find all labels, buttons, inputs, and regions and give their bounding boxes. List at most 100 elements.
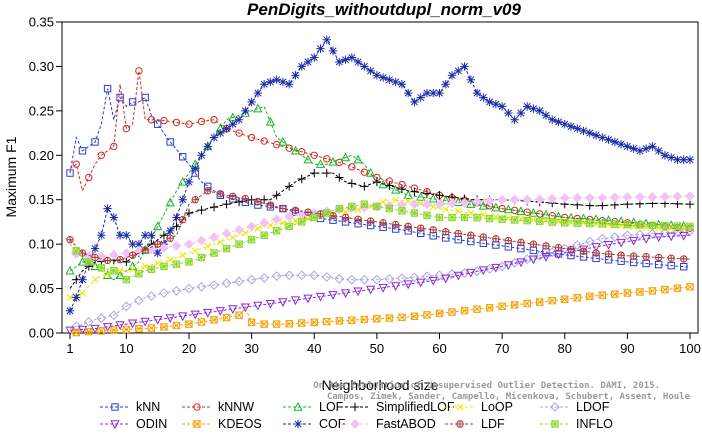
data-point-fastabod: [547, 193, 558, 204]
data-point-inflo: [485, 214, 494, 223]
data-point-ldf: [454, 229, 462, 238]
data-point-kdeos: [460, 306, 469, 315]
x-tick-label: 30: [244, 341, 258, 356]
data-point-ldf: [654, 253, 663, 262]
legend-label: LoOP: [481, 400, 513, 414]
data-point-kdeos: [147, 324, 156, 332]
data-point-lof: [365, 167, 376, 177]
data-point-kdeos: [160, 323, 168, 331]
data-point-fastabod: [284, 211, 295, 222]
data-point-ldf: [366, 217, 375, 225]
data-point-simplifiedlof: [234, 197, 244, 207]
data-point-fastabod: [146, 244, 157, 255]
data-point-ldof: [309, 270, 320, 281]
legend-swatch-marker: [456, 420, 464, 428]
legend-item-kdeos: KDEOS: [182, 417, 262, 431]
data-point-ldof: [209, 280, 219, 290]
legend-swatch-marker: [293, 401, 303, 411]
data-point-cof: [648, 142, 657, 151]
legend-item-cof: COF: [283, 417, 346, 431]
data-point-kdeos: [485, 304, 494, 312]
data-point-ldof: [196, 281, 207, 292]
data-point-ldof: [221, 278, 232, 289]
data-point-knnw: [185, 120, 193, 128]
data-point-ldf: [391, 220, 400, 229]
data-point-simplifiedlof: [410, 187, 419, 196]
data-point-odin: [578, 245, 589, 255]
legend-swatch-marker: [550, 402, 560, 412]
data-point-ldof: [434, 270, 445, 281]
data-point-ldf: [492, 235, 500, 243]
data-point-lof: [416, 191, 426, 201]
legend-item-lof: LOF: [283, 400, 344, 414]
data-point-odin: [127, 319, 138, 329]
data-point-ldof: [284, 270, 295, 281]
data-point-cof: [403, 88, 413, 98]
data-point-knn: [680, 263, 688, 271]
data-point-knnw: [135, 67, 143, 75]
data-point-cof: [191, 164, 200, 173]
data-point-odin: [65, 326, 75, 336]
data-point-inflo: [435, 213, 444, 222]
data-point-odin: [228, 305, 238, 315]
series-ldof: [69, 225, 695, 332]
data-point-simplifiedlof: [122, 257, 131, 267]
data-point-odin: [265, 299, 276, 309]
data-point-fastabod: [121, 248, 132, 258]
data-point-fastabod: [534, 194, 545, 205]
data-point-kdeos: [686, 283, 694, 291]
data-point-kdeos: [636, 288, 644, 296]
data-point-kdeos: [623, 289, 632, 297]
data-point-inflo: [197, 253, 206, 262]
data-point-cof: [103, 204, 112, 213]
legend-swatch-marker: [193, 403, 201, 411]
data-point-odin: [641, 235, 651, 244]
legend-label: kNNW: [218, 400, 254, 414]
data-point-inflo: [210, 249, 218, 257]
data-point-lof: [603, 215, 614, 225]
data-point-knnw: [310, 151, 318, 159]
data-point-cof: [184, 177, 194, 187]
data-point-kdeos: [348, 316, 356, 324]
data-point-loop: [204, 242, 212, 250]
data-point-cof: [172, 213, 181, 222]
series-lof: [65, 103, 691, 281]
data-point-inflo: [348, 202, 356, 211]
data-point-odin: [378, 283, 388, 293]
data-point-cof: [616, 139, 626, 149]
data-point-ldf: [442, 228, 450, 236]
data-point-lof: [65, 265, 75, 275]
data-point-knnw: [197, 117, 206, 126]
data-point-kdeos: [210, 316, 218, 324]
legend: kNN kNNW LOF SimplifiedLOF LoOP LDOF ODIN KDEOS…: [100, 400, 613, 431]
y-tick-label: 0.20: [29, 148, 54, 163]
data-point-odin: [629, 236, 639, 246]
data-point-inflo: [335, 204, 343, 213]
data-point-ldf: [479, 233, 488, 241]
data-point-lof: [278, 136, 288, 146]
data-point-lof: [328, 156, 338, 166]
data-point-odin: [503, 261, 514, 271]
data-point-odin: [278, 298, 288, 307]
data-point-knnw: [122, 124, 131, 133]
data-point-simplifiedlof: [685, 199, 695, 209]
data-point-lof: [516, 206, 526, 215]
data-point-lof: [340, 152, 351, 162]
data-point-ldf: [241, 194, 250, 203]
plot-frame: [61, 21, 699, 334]
data-point-ldof: [96, 313, 107, 324]
data-point-kdeos: [648, 287, 657, 295]
data-point-inflo: [373, 202, 381, 211]
data-point-odin: [403, 280, 413, 290]
data-point-lof: [253, 103, 263, 113]
data-point-kdeos: [598, 291, 607, 299]
data-point-kdeos: [548, 296, 556, 305]
data-point-inflo: [598, 220, 607, 228]
data-point-lof: [77, 256, 88, 266]
data-point-cof: [72, 293, 81, 302]
data-point-knn: [78, 147, 87, 155]
data-point-cof: [178, 195, 187, 204]
data-point-fastabod: [259, 217, 270, 228]
data-point-fastabod: [622, 192, 633, 202]
data-point-lof: [353, 154, 363, 164]
